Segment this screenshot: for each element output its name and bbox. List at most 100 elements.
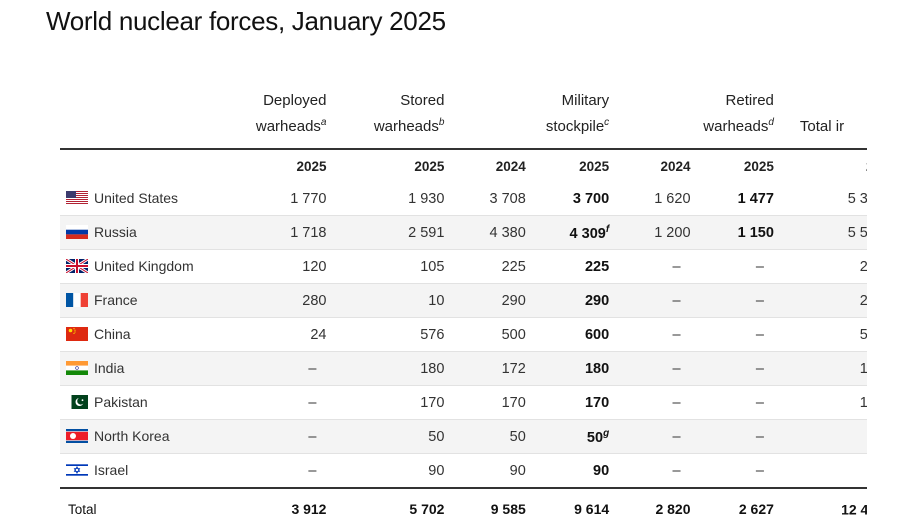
country-cell: United Kingdom xyxy=(60,250,235,284)
value-cell: 24 xyxy=(310,326,327,343)
table-row: United Kingdom 120 105 225 225 – – 225 xyxy=(60,250,867,284)
value-cell: 90 xyxy=(509,462,526,479)
value-cell: 170 xyxy=(859,394,867,411)
year-label: 2024 xyxy=(778,149,867,182)
value-cell: – xyxy=(694,419,778,454)
footnote-marker: f xyxy=(605,223,610,235)
value-cell: 576 xyxy=(420,326,445,343)
header-deployed: Deployed warheadsa xyxy=(235,84,331,149)
pakistan-flag-icon xyxy=(66,395,88,409)
value-cell: 1 770 xyxy=(290,190,327,207)
value-cell: 120 xyxy=(302,258,327,275)
value-cell: 290 xyxy=(448,283,530,318)
france-flag-icon xyxy=(66,293,88,307)
value-cell: 10 xyxy=(330,283,449,318)
value-cell: 280 xyxy=(234,283,331,318)
year-label: 2024 xyxy=(495,158,526,174)
value-cell: 1 200 xyxy=(613,215,695,250)
value-cell: – xyxy=(672,462,681,479)
year-label: 2025 xyxy=(579,158,610,174)
north-korea-flag-icon xyxy=(66,429,88,443)
table-row: Russia 1 718 2 591 4 380 4 309f 1 200 1 150 5 5… xyxy=(60,215,867,250)
country-cell: North Korea xyxy=(60,419,235,454)
value-cell: – xyxy=(308,462,317,479)
value-cell: 50 xyxy=(448,419,530,454)
table-row: China 24 576 500 600 – – 500 xyxy=(60,318,867,352)
country-cell: China xyxy=(60,318,235,352)
country-name: China xyxy=(94,326,131,342)
country-cell: France xyxy=(60,283,235,318)
value-cell: 90 xyxy=(778,454,867,489)
value-cell: 3 700 xyxy=(572,190,610,207)
value-cell: 1 477 xyxy=(737,190,774,207)
value-cell: 1 620 xyxy=(654,190,691,207)
india-flag-icon xyxy=(66,361,88,375)
value-cell: – xyxy=(755,394,764,411)
column-group-label: Total ir xyxy=(799,118,845,135)
country-name: Pakistan xyxy=(94,394,148,410)
value-cell: 600 xyxy=(584,326,610,343)
value-cell: 290 xyxy=(777,283,867,318)
year-label: 2025 xyxy=(414,158,445,174)
country-name: France xyxy=(94,292,138,308)
value-cell: 500 xyxy=(859,326,867,343)
value-cell: 170 xyxy=(420,394,445,411)
country-cell: Pakistan xyxy=(60,386,235,420)
value-cell: 290 xyxy=(529,283,614,318)
value-cell: 170 xyxy=(584,394,610,411)
year-label: 2025 xyxy=(743,158,774,174)
year-label: 2025 xyxy=(296,158,327,174)
chart-title: World nuclear forces, January 2025 xyxy=(46,6,446,36)
value-cell: – xyxy=(613,419,695,454)
country-name: Israel xyxy=(94,462,129,478)
value-cell: – xyxy=(234,351,331,386)
footnote-marker: a xyxy=(320,117,327,128)
value-cell: – xyxy=(755,258,764,275)
header-stored: Stored warheadsb xyxy=(330,84,448,149)
year-label: 2024 xyxy=(660,158,691,174)
value-cell: 50 xyxy=(777,419,867,454)
value-cell: 5 580 xyxy=(777,215,867,250)
value-cell: – xyxy=(672,326,681,343)
country-cell: India xyxy=(60,351,235,386)
table-row: Pakistan – 170 170 170 – – 170 xyxy=(60,386,867,420)
header-blank xyxy=(60,84,235,149)
country-name: North Korea xyxy=(94,428,170,444)
column-group-header-row: Deployed warheadsa Stored warheadsb Milita… xyxy=(60,84,867,149)
value-cell: 1 718 xyxy=(234,215,331,250)
value-cell: 500 xyxy=(501,326,526,343)
value-cell: 50 xyxy=(330,419,449,454)
us-flag-icon xyxy=(66,191,88,205)
value-cell: – xyxy=(672,258,681,275)
country-cell: United States xyxy=(60,182,235,216)
value-cell: – xyxy=(613,351,695,386)
value-cell: 4 380 xyxy=(448,215,530,250)
footnote-marker: d xyxy=(768,117,774,128)
value-cell: – xyxy=(672,394,681,411)
value-cell: – xyxy=(755,326,764,343)
column-group-label: Stored warheadsb xyxy=(373,92,445,135)
value-cell: 4 309f xyxy=(529,215,614,250)
value-cell: 90 xyxy=(428,462,445,479)
china-flag-icon xyxy=(66,327,88,341)
uk-flag-icon xyxy=(66,259,88,273)
country-name: United States xyxy=(94,190,179,206)
value-cell: – xyxy=(694,283,778,318)
header-total: Total ir xyxy=(778,84,867,149)
value-cell: 90 xyxy=(593,462,610,479)
nuclear-forces-table: Deployed warheadsa Stored warheadsb Milita… xyxy=(60,84,867,529)
value-cell: 225 xyxy=(584,258,610,275)
column-group-label: Retired warheadsd xyxy=(703,92,774,135)
russia-flag-icon xyxy=(66,225,88,239)
footnote-marker: g xyxy=(603,427,610,439)
header-military-stockpile: Military stockpilec xyxy=(448,84,613,149)
country-name: Russia xyxy=(94,224,137,240)
israel-flag-icon xyxy=(66,463,88,477)
value-cell: – xyxy=(308,394,317,411)
value-cell: 170 xyxy=(501,394,526,411)
footnote-marker: c xyxy=(604,117,610,128)
